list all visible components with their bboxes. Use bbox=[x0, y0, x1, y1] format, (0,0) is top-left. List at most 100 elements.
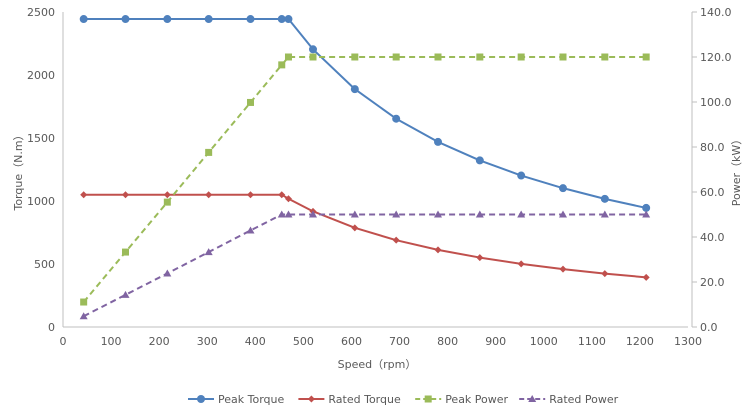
peak-power-point bbox=[284, 53, 292, 61]
x-tick-label: 700 bbox=[389, 335, 410, 348]
y-tick-label: 0 bbox=[48, 321, 55, 334]
rated-torque-point bbox=[601, 270, 609, 278]
y-tick-label: 1500 bbox=[27, 132, 55, 145]
y2-tick-label: 40.0 bbox=[700, 231, 725, 244]
x-tick-label: 1000 bbox=[530, 335, 558, 348]
legend-swatch-marker bbox=[197, 395, 205, 403]
rated-torque-point bbox=[351, 224, 359, 232]
rated-power-point bbox=[517, 210, 526, 218]
peak-torque-point bbox=[246, 15, 255, 24]
peak-power-point bbox=[247, 98, 254, 106]
rated-power-point bbox=[392, 210, 401, 218]
rated-power-point bbox=[204, 248, 213, 256]
y2-tick-label: 80.0 bbox=[700, 141, 725, 154]
peak-torque-point bbox=[163, 15, 172, 24]
peak-power-point bbox=[205, 148, 213, 156]
x-tick-label: 100 bbox=[101, 335, 122, 348]
peak-power-point bbox=[163, 198, 171, 206]
rated-power-point bbox=[600, 210, 609, 218]
peak-power-line bbox=[82, 56, 647, 303]
y2-axis-label: Power（kW） bbox=[730, 134, 743, 207]
rated-torque-point bbox=[247, 191, 254, 199]
legend-item-rated-power: Rated Power bbox=[519, 393, 619, 406]
y2-tick-label: 100.0 bbox=[700, 96, 732, 109]
rated-torque-point bbox=[476, 254, 484, 262]
y2-tick-labels: 0.0 20.0 40.0 60.0 80.0 100.0 120.0 140.0 bbox=[692, 6, 732, 334]
rated-power-point bbox=[559, 210, 567, 218]
peak-torque-point bbox=[600, 194, 609, 203]
legend-item-rated-torque: Rated Torque bbox=[298, 393, 401, 406]
legend-label: Rated Torque bbox=[328, 393, 401, 406]
y-tick-label: 2500 bbox=[27, 6, 55, 19]
legend-swatch-marker bbox=[307, 395, 315, 403]
rated-torque-point bbox=[284, 195, 292, 203]
series-rated-power bbox=[79, 210, 651, 320]
y-tick-label: 500 bbox=[34, 258, 55, 271]
rated-torque-point bbox=[205, 191, 213, 199]
series-rated-torque bbox=[80, 191, 650, 281]
peak-torque-point bbox=[642, 203, 651, 212]
peak-power-point bbox=[392, 53, 400, 61]
rated-torque-point bbox=[434, 246, 442, 254]
peak-power-point bbox=[309, 53, 317, 61]
peak-torque-point bbox=[434, 137, 442, 146]
x-tick-label: 500 bbox=[293, 335, 314, 348]
peak-power-point bbox=[278, 61, 286, 69]
peak-torque-point bbox=[284, 15, 293, 24]
peak-torque-line bbox=[83, 18, 647, 209]
rated-torque-point bbox=[559, 265, 567, 273]
rated-torque-point bbox=[163, 191, 171, 199]
y2-tick-label: 20.0 bbox=[700, 276, 725, 289]
legend-swatch-marker bbox=[528, 395, 537, 402]
x-tick-labels: 0 100 200 300 400 500 600 700 800 900 1000 1100 1200… bbox=[60, 335, 703, 348]
y2-tick-label: 0.0 bbox=[700, 321, 718, 334]
peak-power-point bbox=[517, 53, 525, 61]
rated-power-line bbox=[83, 213, 647, 318]
rated-power-point bbox=[434, 210, 442, 218]
legend-item-peak-torque: Peak Torque bbox=[188, 393, 284, 406]
peak-power-point bbox=[80, 298, 88, 306]
rated-power-point bbox=[284, 210, 293, 218]
peak-power-point bbox=[601, 53, 609, 61]
x-tick-label: 1100 bbox=[578, 335, 606, 348]
rated-torque-point bbox=[392, 236, 400, 244]
peak-power-point bbox=[122, 248, 129, 256]
x-tick-label: 1200 bbox=[626, 335, 654, 348]
rated-torque-point bbox=[642, 273, 650, 281]
x-tick-label: 400 bbox=[245, 335, 266, 348]
axes bbox=[62, 12, 693, 328]
rated-power-point bbox=[246, 226, 255, 234]
rated-power-point bbox=[163, 269, 172, 277]
series-peak-power bbox=[80, 53, 650, 306]
peak-torque-point bbox=[121, 15, 130, 24]
peak-torque-point bbox=[392, 114, 401, 123]
rated-power-point bbox=[309, 210, 317, 218]
legend-label: Peak Power bbox=[445, 393, 508, 406]
x-tick-label: 0 bbox=[60, 335, 67, 348]
rated-torque-point bbox=[278, 191, 286, 199]
legend-item-peak-power: Peak Power bbox=[415, 393, 509, 406]
legend-label: Peak Torque bbox=[218, 393, 284, 406]
peak-power-point bbox=[476, 53, 484, 61]
rated-torque-point bbox=[517, 260, 525, 268]
x-tick-label: 600 bbox=[341, 335, 362, 348]
peak-torque-point bbox=[277, 15, 286, 24]
rated-power-point bbox=[350, 210, 359, 218]
x-tick-label: 800 bbox=[437, 335, 458, 348]
y-tick-labels: 0 500 1000 1500 2000 2500 bbox=[27, 6, 55, 334]
legend-swatch-marker bbox=[424, 395, 432, 403]
rated-power-point bbox=[121, 290, 130, 298]
peak-torque-point bbox=[350, 85, 359, 94]
rated-torque-point bbox=[80, 191, 88, 199]
peak-power-point bbox=[434, 53, 442, 61]
peak-torque-point bbox=[475, 156, 484, 165]
peak-torque-point bbox=[204, 15, 213, 24]
y-axis-label: Torque（N.m） bbox=[12, 129, 25, 211]
x-axis-label: Speed（rpm） bbox=[338, 358, 417, 371]
series-group bbox=[79, 15, 651, 320]
peak-torque-point bbox=[79, 15, 88, 24]
x-tick-label: 1300 bbox=[674, 335, 702, 348]
peak-power-point bbox=[642, 53, 650, 61]
y-tick-label: 1000 bbox=[27, 195, 55, 208]
